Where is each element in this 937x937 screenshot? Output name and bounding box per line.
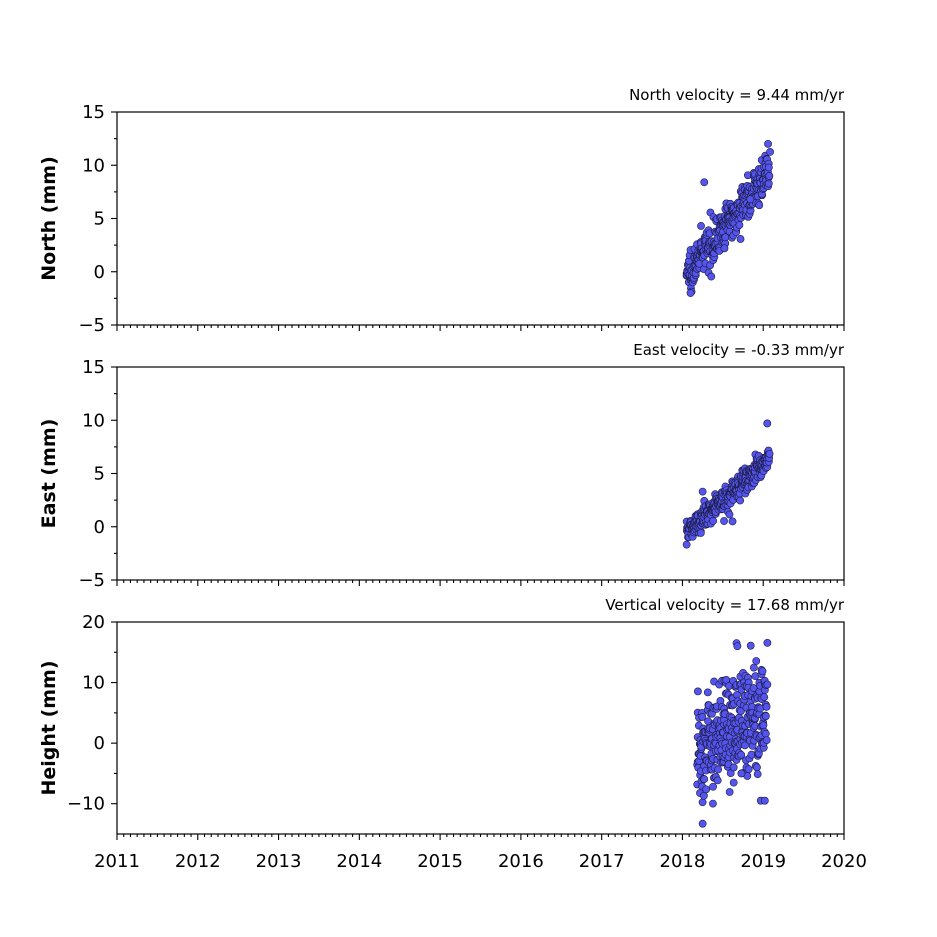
x-tick-label: 2013 xyxy=(256,851,302,872)
data-points xyxy=(693,639,772,828)
y-axis-title: East (mm) xyxy=(38,419,60,529)
panel-north: North velocity = 9.44 mm/yr North (mm) −5 0… xyxy=(38,86,845,336)
y-tick-label: 5 xyxy=(94,209,105,230)
data-point xyxy=(709,516,717,525)
data-point xyxy=(755,201,764,210)
data-point xyxy=(753,770,762,778)
panel-east: East velocity = -0.33 mm/yr East (mm) −5 0 5… xyxy=(38,341,845,591)
y-tick-label: 10 xyxy=(82,410,105,431)
x-tick-label: 2016 xyxy=(498,851,544,872)
y-tick-label: 15 xyxy=(82,102,105,123)
velocity-annotation: East velocity = -0.33 mm/yr xyxy=(633,341,845,359)
data-point xyxy=(753,763,761,772)
data-point xyxy=(686,289,695,297)
y-tick-label: 20 xyxy=(82,612,105,633)
data-point xyxy=(698,487,707,496)
data-point xyxy=(707,272,716,281)
y-tick-label: 10 xyxy=(82,155,105,176)
data-point xyxy=(749,663,758,672)
data-point xyxy=(763,680,772,689)
data-point xyxy=(682,540,691,549)
y-tick-label: 0 xyxy=(94,517,105,538)
data-point xyxy=(765,449,774,458)
x-tick-label: 2012 xyxy=(175,851,221,872)
x-tick-label: 2015 xyxy=(417,851,463,872)
data-point xyxy=(752,657,761,665)
data-point xyxy=(698,713,707,721)
data-point xyxy=(763,639,772,647)
data-point xyxy=(720,244,729,253)
data-point xyxy=(737,769,746,778)
data-point xyxy=(747,750,756,759)
y-axis-title: North (mm) xyxy=(38,156,60,281)
data-point xyxy=(703,688,712,697)
data-point xyxy=(697,222,705,230)
data-point xyxy=(766,147,774,156)
data-point xyxy=(764,139,772,148)
velocity-annotation: North velocity = 9.44 mm/yr xyxy=(629,86,845,104)
data-point xyxy=(696,529,705,537)
data-point xyxy=(746,195,755,204)
data-point xyxy=(763,419,772,428)
data-point xyxy=(720,517,728,525)
data-point xyxy=(709,782,717,791)
data-point xyxy=(694,687,702,696)
y-tick-label: 5 xyxy=(94,464,105,485)
data-point xyxy=(698,798,707,807)
data-point xyxy=(709,799,717,808)
data-point xyxy=(762,702,771,711)
x-tick-label: 2014 xyxy=(336,851,382,872)
y-tick-label: −5 xyxy=(78,570,105,591)
data-point xyxy=(698,819,707,828)
data-point xyxy=(725,510,734,519)
plot-frame xyxy=(116,366,845,581)
y-tick-label: 0 xyxy=(94,733,105,754)
data-point xyxy=(744,765,753,774)
data-point xyxy=(728,517,737,526)
panel-height: Vertical velocity = 17.68 mm/yr Height (m… xyxy=(38,596,867,872)
data-point xyxy=(764,163,773,172)
data-point xyxy=(713,776,722,785)
data-point xyxy=(760,693,769,701)
data-point xyxy=(735,221,744,229)
velocity-annotation: Vertical velocity = 17.68 mm/yr xyxy=(605,596,845,614)
y-tick-label: −5 xyxy=(78,315,105,336)
data-point xyxy=(759,721,768,730)
x-tick-label: 2017 xyxy=(579,851,625,872)
x-tick-label: 2018 xyxy=(660,851,706,872)
data-point xyxy=(729,778,738,787)
y-tick-label: −10 xyxy=(67,794,105,815)
data-point xyxy=(741,741,749,750)
y-axis-title: Height (mm) xyxy=(38,660,60,795)
y-tick-label: 10 xyxy=(82,673,105,694)
data-point xyxy=(761,712,770,721)
data-point xyxy=(700,791,708,800)
x-tick-label: 2011 xyxy=(94,851,140,872)
data-point xyxy=(758,667,767,676)
y-tick-label: 0 xyxy=(94,262,105,283)
data-point xyxy=(737,750,745,759)
data-point xyxy=(733,642,742,651)
data-point xyxy=(762,736,771,744)
data-points xyxy=(682,139,774,297)
data-points xyxy=(682,419,774,549)
data-point xyxy=(761,729,770,738)
data-point xyxy=(760,796,769,805)
data-point xyxy=(700,178,709,187)
x-tick-label: 2019 xyxy=(740,851,786,872)
data-point xyxy=(702,785,711,794)
data-point xyxy=(736,496,745,505)
data-point xyxy=(725,788,734,796)
data-point xyxy=(704,717,712,726)
y-tick-label: 15 xyxy=(82,357,105,378)
data-point xyxy=(714,765,723,774)
data-point xyxy=(729,763,738,772)
data-point xyxy=(746,641,755,650)
data-point xyxy=(765,172,774,180)
x-tick-label: 2020 xyxy=(821,851,867,872)
data-point xyxy=(700,775,709,784)
data-point xyxy=(736,235,745,243)
